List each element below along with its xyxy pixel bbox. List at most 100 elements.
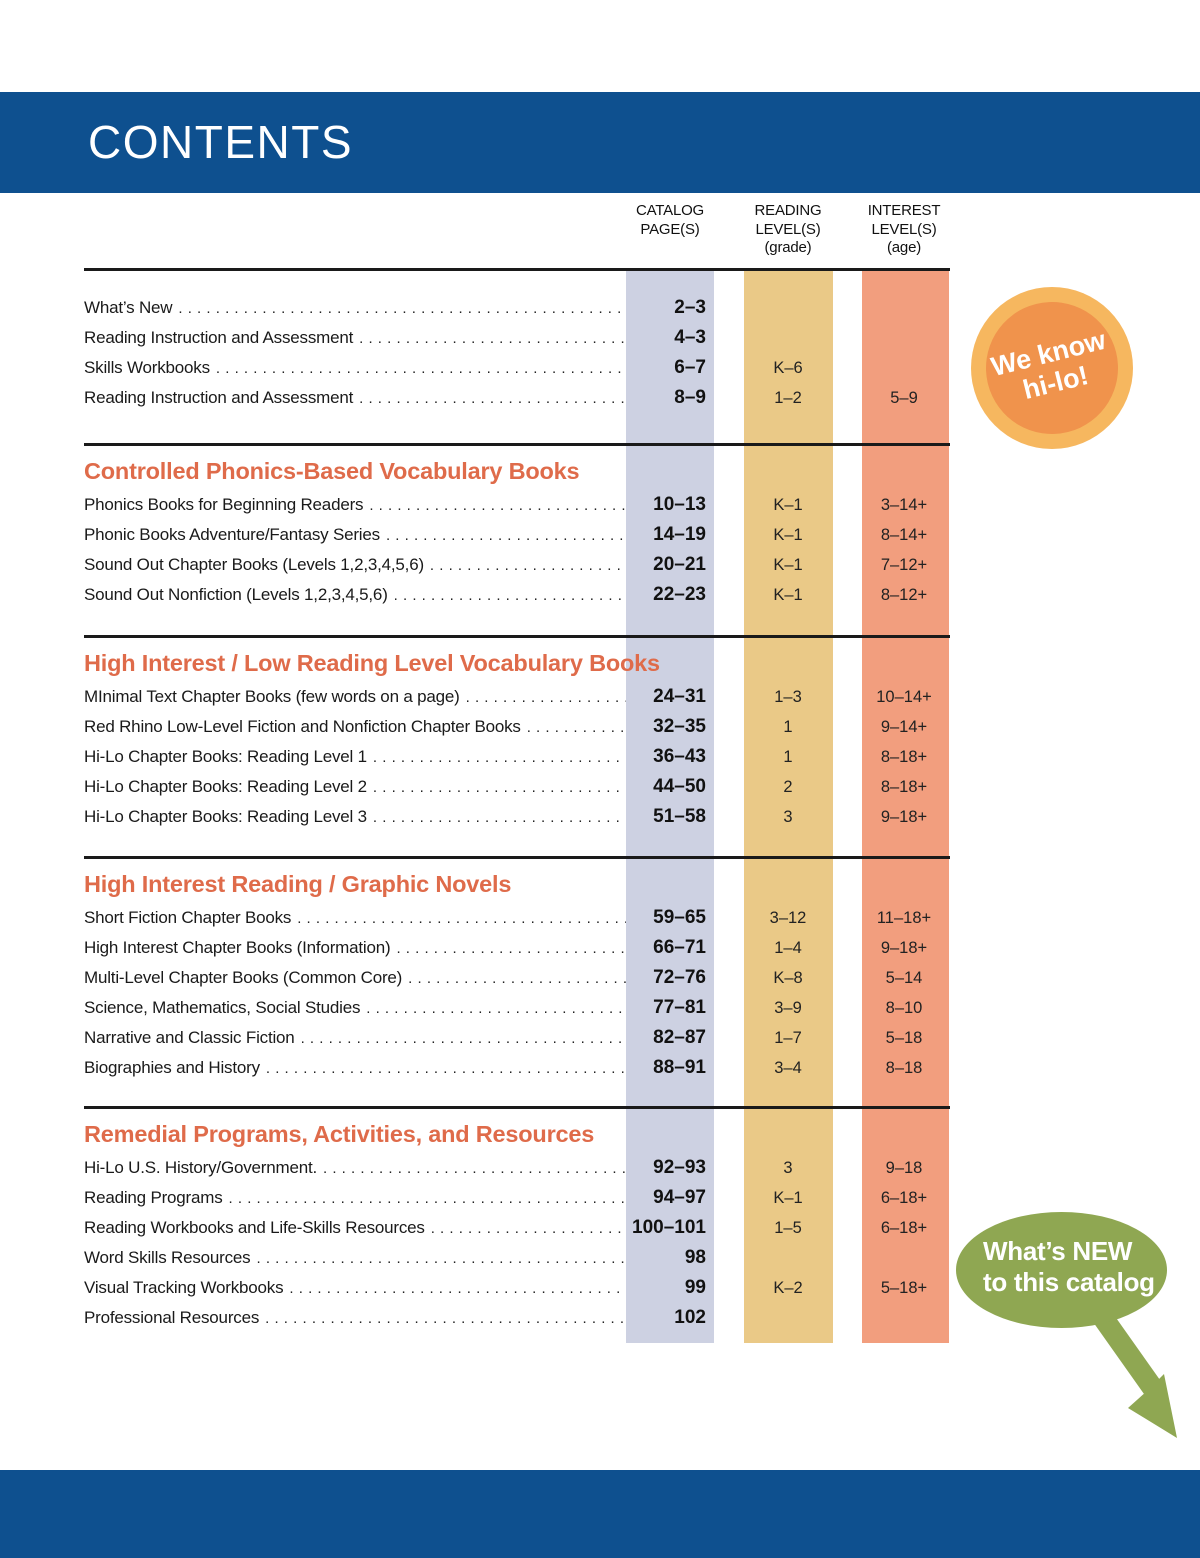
reading-level-value: K–1 [773, 526, 803, 544]
catalog-page-value: 2–3 [674, 297, 706, 318]
reading-level-value: 1–7 [774, 1029, 802, 1047]
dot-leader: . . . . . . . . . . . . . . . . . . . . … [430, 1220, 626, 1237]
catalog-page-value: 59–65 [653, 907, 706, 928]
interest-level-value: 7–12+ [880, 556, 928, 574]
toc-entry-label: MInimal Text Chapter Books (few words on… [84, 687, 460, 706]
toc-entry-label: High Interest Chapter Books (Information… [84, 938, 391, 957]
dot-leader: . . . . . . . . . . . . . . . . . . . . … [465, 689, 626, 706]
page-title: CONTENTS [88, 116, 353, 168]
reading-level-value: 1–4 [774, 939, 802, 957]
toc-row: Hi-Lo Chapter Books: Reading Level 1 . . … [84, 742, 950, 772]
toc-entry-label: Science, Mathematics, Social Studies [84, 998, 361, 1017]
dot-leader: . . . . . . . . . . . . . . . . . . . . … [372, 779, 626, 796]
toc-entry-label: What’s New [84, 298, 173, 317]
callout-text-line1: What’s NEW [983, 1236, 1133, 1266]
toc-row: Hi-Lo Chapter Books: Reading Level 3 . . … [84, 802, 950, 832]
toc-row: Visual Tracking Workbooks . . . . . . . .… [84, 1273, 950, 1303]
toc-entry-label: Biographies and History [84, 1058, 260, 1077]
catalog-page-value: 44–50 [653, 776, 706, 797]
dot-leader: . . . . . . . . . . . . . . . . . . . . … [215, 360, 626, 377]
dot-leader: . . . . . . . . . . . . . . . . . . . . … [297, 910, 626, 927]
dot-leader: . . . . . . . . . . . . . . . . . . . . … [385, 527, 626, 544]
interest-level-value: 9–18+ [880, 939, 928, 957]
dot-leader: . . . . . . . . . . . . . . . . . . . . … [366, 1000, 626, 1017]
dot-leader: . . . . . . . . . . . . . . . . . . . . … [396, 940, 626, 957]
catalog-page-value: 6–7 [674, 357, 706, 378]
reading-level-value: K–1 [773, 496, 803, 514]
catalog-page-value: 10–13 [653, 494, 706, 515]
catalog-page-value: 4–3 [674, 327, 706, 348]
toc-entry-label: Phonics Books for Beginning Readers [84, 495, 364, 514]
dot-leader: . . . . . . . . . . . . . . . . . . . . … [289, 1280, 626, 1297]
interest-level-header: INTEREST LEVEL(S) (age) [867, 202, 941, 256]
dot-leader: . . . . . . . . . . . . . . . . . . . . … [526, 719, 626, 736]
dot-leader: . . . . . . . . . . . . . . . . . . . . … [323, 1160, 626, 1177]
toc-section-hi-lo-vocabulary: High Interest / Low Reading Level Vocabu… [84, 635, 950, 856]
toc-row: Professional Resources . . . . . . . . . … [84, 1303, 950, 1333]
toc-entry-label: Hi-Lo Chapter Books: Reading Level 2 [84, 777, 367, 796]
toc-entry-label: Professional Resources [84, 1308, 260, 1327]
interest-level-value: 10–14+ [876, 688, 932, 706]
reading-level-value: 1–5 [774, 1219, 802, 1237]
toc-row: Reading Instruction and Assessment . . . … [84, 323, 950, 353]
toc-row: Reading Instruction and Assessment . . . … [84, 383, 950, 413]
catalog-page-value: 14–19 [653, 524, 706, 545]
toc-section-graphic-novels: High Interest Reading / Graphic Novels S… [84, 856, 950, 1106]
toc-entry-label: Short Fiction Chapter Books [84, 908, 292, 927]
toc-row: What’s New . . . . . . . . . . . . . . . … [84, 293, 950, 323]
reading-level-value: K–1 [773, 1189, 803, 1207]
catalog-pages-header: CATALOG PAGE(S) [635, 202, 705, 238]
toc-section-phonics: Controlled Phonics-Based Vocabulary Book… [84, 443, 950, 635]
dot-leader: . . . . . . . . . . . . . . . . . . . . … [265, 1060, 626, 1077]
toc-row: Reading Workbooks and Life-Skills Resour… [84, 1213, 950, 1243]
dot-leader: . . . . . . . . . . . . . . . . . . . . … [429, 557, 626, 574]
toc-entry-label: Skills Workbooks [84, 358, 210, 377]
catalog-page-value: 24–31 [653, 686, 706, 707]
catalog-page-value: 20–21 [653, 554, 706, 575]
toc-entry-label: Reading Workbooks and Life-Skills Resour… [84, 1218, 425, 1237]
interest-level-value: 5–14 [885, 969, 923, 987]
interest-level-value: 6–18+ [880, 1219, 928, 1237]
reading-level-value: K–8 [773, 969, 803, 987]
reading-level-value: K–1 [773, 586, 803, 604]
dot-leader: . . . . . . . . . . . . . . . . . . . . … [265, 1310, 626, 1327]
catalog-page-value: 32–35 [653, 716, 706, 737]
toc-entry-label: Hi-Lo Chapter Books: Reading Level 1 [84, 747, 367, 766]
reading-level-column-band [744, 270, 833, 1343]
dot-leader: . . . . . . . . . . . . . . . . . . . . … [408, 970, 626, 987]
reading-level-value: K–6 [773, 359, 803, 377]
dot-leader: . . . . . . . . . . . . . . . . . . . . … [178, 300, 626, 317]
dot-leader: . . . . . . . . . . . . . . . . . . . . … [372, 809, 626, 826]
catalog-pages-column-band [626, 270, 714, 1343]
interest-level-value: 9–18+ [880, 808, 928, 826]
interest-level-value: 8–18 [885, 1059, 923, 1077]
catalog-page-value: 8–9 [674, 387, 706, 408]
toc-row: Science, Mathematics, Social Studies . . … [84, 993, 950, 1023]
toc-entry-label: Hi-Lo U.S. History/Government. [84, 1158, 318, 1177]
dot-leader: . . . . . . . . . . . . . . . . . . . . … [359, 330, 626, 347]
catalog-page-value: 72–76 [653, 967, 706, 988]
dot-leader: . . . . . . . . . . . . . . . . . . . . … [228, 1190, 626, 1207]
reading-level-value: 3–9 [774, 999, 802, 1017]
toc-entry-label: Reading Instruction and Assessment [84, 328, 354, 347]
catalog-page-value: 51–58 [653, 806, 706, 827]
dot-leader: . . . . . . . . . . . . . . . . . . . . … [372, 749, 626, 766]
toc-row: Phonics Books for Beginning Readers . . .… [84, 490, 950, 520]
catalog-page-value: 98 [684, 1247, 706, 1268]
catalog-page-value: 77–81 [653, 997, 706, 1018]
reading-level-value: 3–12 [769, 909, 807, 927]
catalog-page-value: 102 [674, 1307, 706, 1328]
toc-section-remedial: Remedial Programs, Activities, and Resou… [84, 1106, 950, 1333]
interest-level-value: 3–14+ [880, 496, 928, 514]
toc-row: Skills Workbooks . . . . . . . . . . . . … [84, 353, 950, 383]
catalog-page-value: 36–43 [653, 746, 706, 767]
toc-entry-label: Multi-Level Chapter Books (Common Core) [84, 968, 403, 987]
toc-entry-label: Phonic Books Adventure/Fantasy Series [84, 525, 380, 544]
dot-leader: . . . . . . . . . . . . . . . . . . . . … [393, 587, 626, 604]
section-heading: High Interest / Low Reading Level Vocabu… [84, 650, 660, 676]
toc-row: Hi-Lo U.S. History/Government. . . . . . … [84, 1153, 950, 1183]
interest-level-column-band [862, 270, 949, 1343]
we-know-hi-lo-badge: We know hi-lo! [971, 287, 1133, 449]
toc-row: Narrative and Classic Fiction . . . . . .… [84, 1023, 950, 1053]
footer-band [0, 1470, 1200, 1558]
